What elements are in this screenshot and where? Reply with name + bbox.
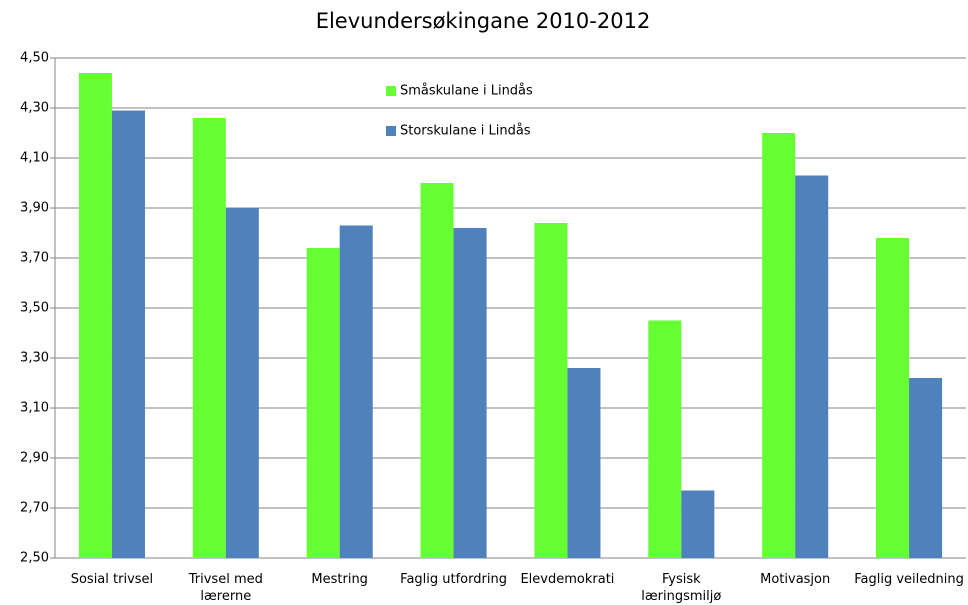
bar (453, 228, 487, 558)
legend-swatch (386, 86, 396, 96)
chart-title: Elevundersøkingane 2010-2012 (316, 9, 651, 33)
bar (339, 225, 373, 558)
bar (111, 110, 145, 558)
x-tick-label: Sosial trivsel (70, 572, 154, 587)
bar (876, 238, 910, 558)
bar (225, 208, 259, 558)
bar (420, 183, 454, 558)
y-tick-label: 4,10 (20, 151, 49, 166)
y-tick-label: 3,90 (20, 201, 49, 216)
bar (909, 378, 943, 558)
y-tick-label: 4,50 (20, 51, 49, 66)
y-tick-label: 2,70 (20, 501, 49, 516)
y-tick-label: 3,10 (20, 401, 49, 416)
bar (306, 248, 340, 558)
x-tick-label: Trivsel med lærerne (188, 572, 263, 604)
bar (192, 118, 226, 558)
bar (78, 73, 112, 558)
x-tick-label: Elevdemokrati (520, 572, 615, 587)
legend-label: Småskulane i Lindås (400, 84, 533, 99)
x-tick-label: Motivasjon (760, 572, 831, 587)
legend-label: Storskulane i Lindås (400, 124, 531, 139)
bar (648, 320, 682, 558)
y-tick-label: 2,90 (20, 451, 49, 466)
y-tick-label: 4,30 (20, 101, 49, 116)
y-tick-label: 2,50 (20, 551, 49, 566)
legend-swatch (386, 126, 396, 136)
bar (567, 368, 601, 558)
x-tick-label: Mestring (311, 572, 368, 587)
bar (762, 133, 796, 558)
bar (534, 223, 568, 558)
bar (681, 490, 715, 558)
x-tick-label: Faglig veiledning (854, 572, 964, 587)
y-tick-label: 3,50 (20, 301, 49, 316)
x-tick-label: Fysisk læringsmiljø (641, 572, 722, 604)
y-tick-label: 3,70 (20, 251, 49, 266)
bar (795, 175, 829, 558)
y-tick-label: 3,30 (20, 351, 49, 366)
x-tick-label: Faglig utfordring (400, 572, 507, 587)
